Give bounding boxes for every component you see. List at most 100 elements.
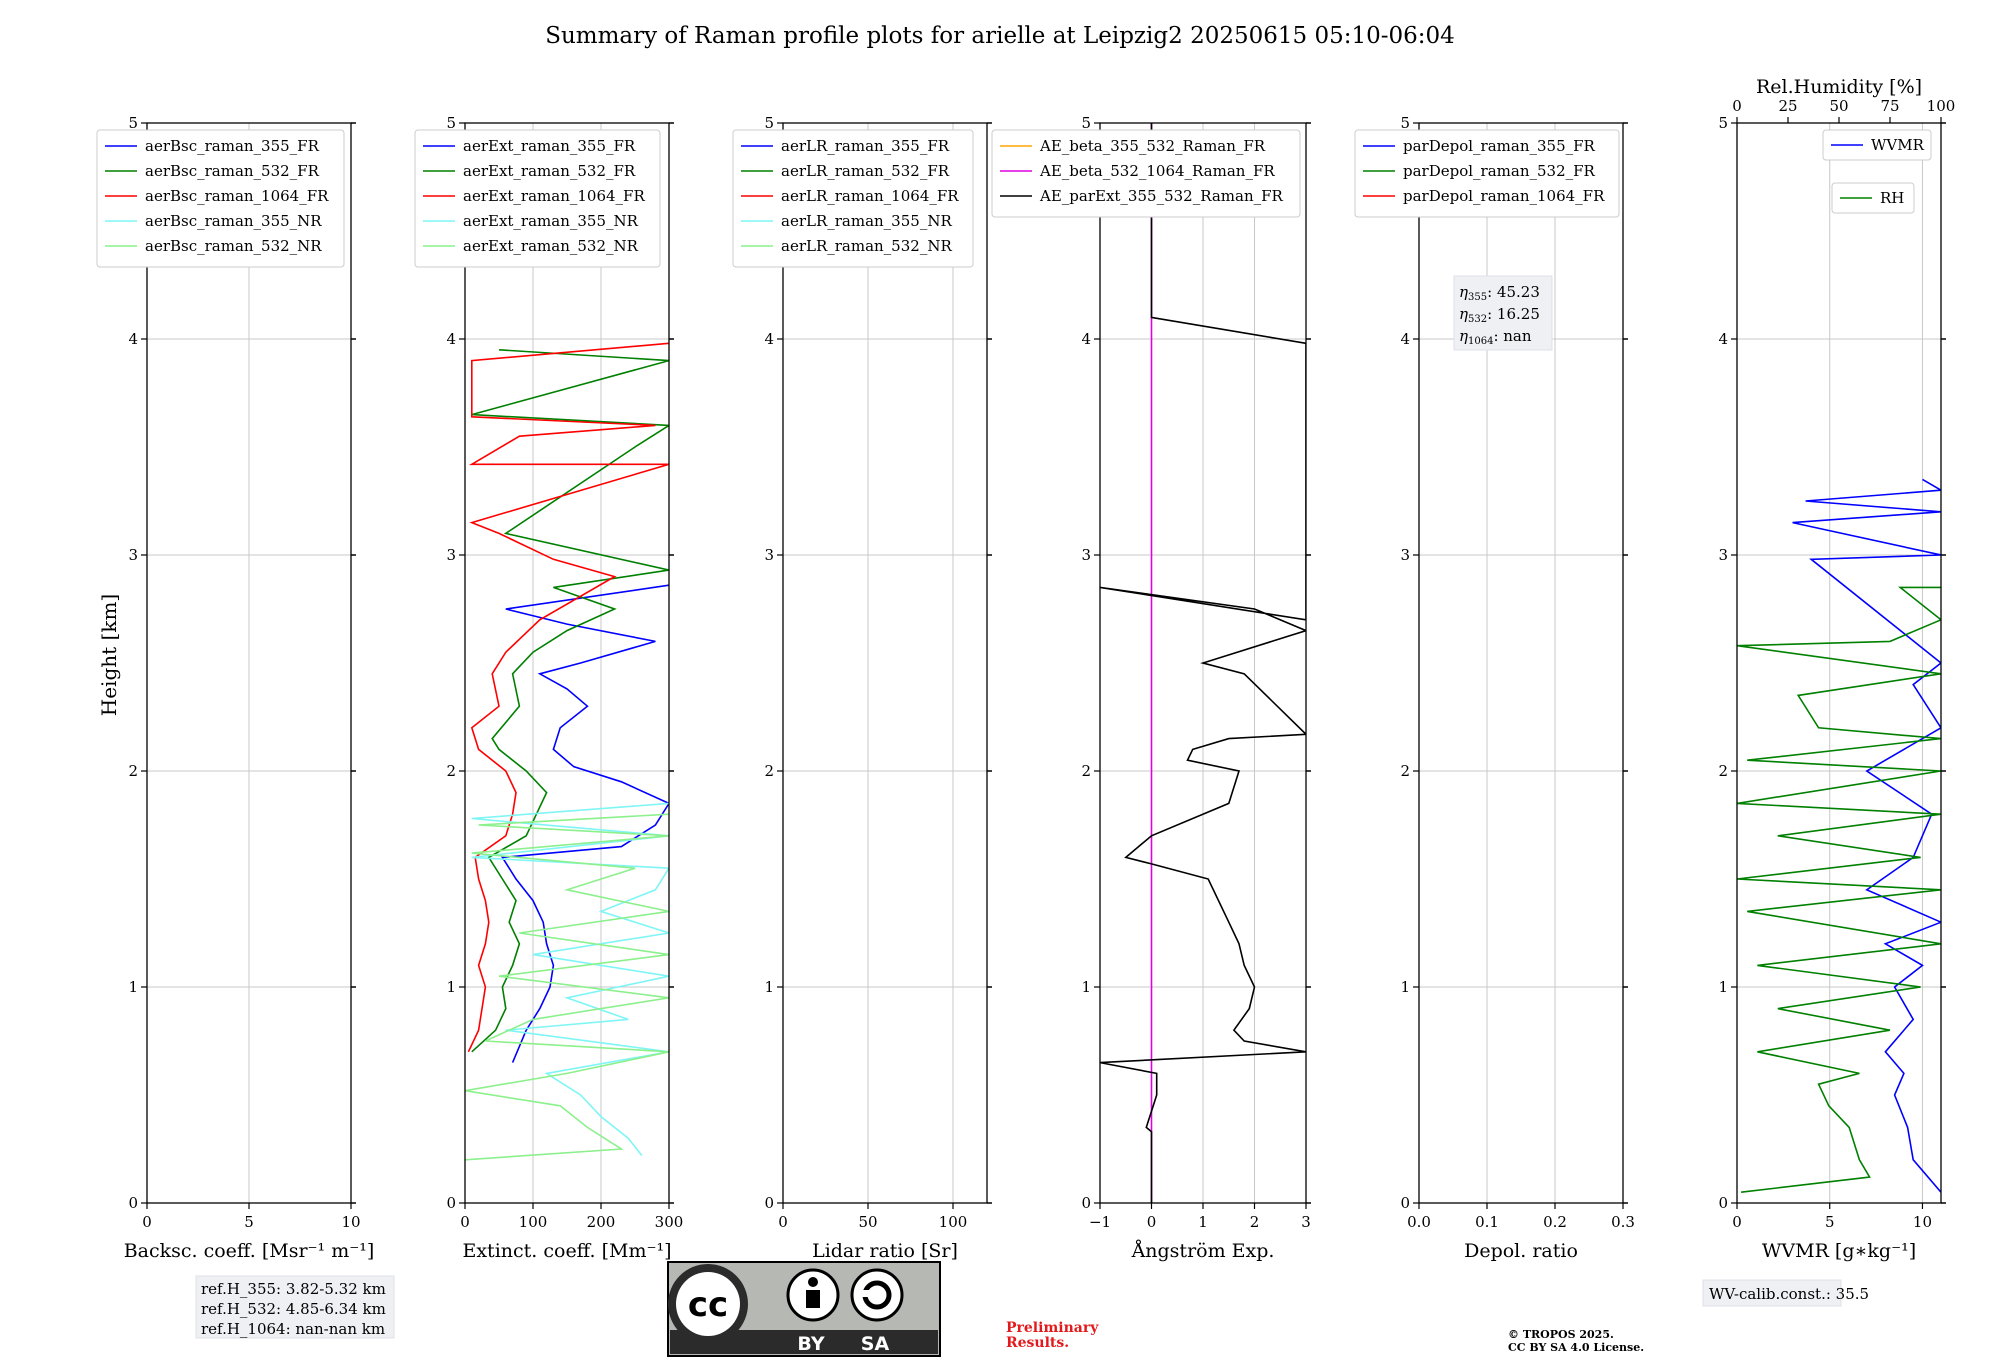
x-tick-label: 5 bbox=[1825, 1213, 1835, 1231]
x-tick-label: 0 bbox=[142, 1213, 152, 1231]
legend-label: aerBsc_raman_532_FR bbox=[145, 162, 320, 180]
preliminary-note-line1: Preliminary bbox=[1006, 1320, 1099, 1336]
x-tick-label: 0.1 bbox=[1475, 1213, 1499, 1231]
legend-label: aerBsc_raman_1064_FR bbox=[145, 187, 329, 205]
legend-label: aerExt_raman_532_NR bbox=[463, 237, 639, 255]
x-tick-label: 100 bbox=[939, 1213, 968, 1231]
y-tick-label: 4 bbox=[1718, 330, 1728, 348]
x-axis-label: Depol. ratio bbox=[1464, 1240, 1578, 1262]
x-tick-label: 0.2 bbox=[1543, 1213, 1567, 1231]
x-tick-label: 300 bbox=[655, 1213, 684, 1231]
x-tick-label: 100 bbox=[519, 1213, 548, 1231]
x-axis-label: Lidar ratio [Sr] bbox=[812, 1240, 958, 1262]
eta-box bbox=[1453, 275, 1553, 351]
legend-box bbox=[414, 129, 661, 268]
y-tick-label: 1 bbox=[764, 978, 774, 996]
legend-box bbox=[1354, 129, 1620, 218]
cc-sa-label: SA bbox=[861, 1333, 890, 1355]
x-tick-label: 50 bbox=[858, 1213, 877, 1231]
y-tick-label: 2 bbox=[1081, 762, 1091, 780]
legend-label: parDepol_raman_355_FR bbox=[1403, 137, 1596, 155]
y-tick-label: 3 bbox=[1718, 546, 1728, 564]
axes-frame bbox=[1099, 122, 1307, 1204]
y-tick-label: 0 bbox=[1081, 1194, 1091, 1212]
legend-label: AE_parExt_355_532_Raman_FR bbox=[1039, 187, 1284, 205]
x-tick-label: 0.0 bbox=[1407, 1213, 1431, 1231]
legend: aerBsc_raman_355_FR aerBsc_raman_532_FRae… bbox=[96, 129, 345, 268]
preliminary-note-line2: Results. bbox=[1006, 1335, 1069, 1351]
x-tick-label: 0 bbox=[778, 1213, 788, 1231]
x2-tick-label: 0 bbox=[1732, 97, 1742, 115]
legend-label: aerExt_raman_355_NR bbox=[463, 212, 639, 230]
legend-label: aerExt_raman_532_FR bbox=[463, 162, 636, 180]
y-tick-label: 4 bbox=[1081, 330, 1091, 348]
y-tick-label: 1 bbox=[1400, 978, 1410, 996]
wv-calib-box: WV-calib.const.: 35.5 bbox=[1702, 1279, 1869, 1307]
y-tick-label: 1 bbox=[1081, 978, 1091, 996]
eta-532: η532: 16.25 bbox=[1459, 305, 1540, 325]
x-axis-label: Extinct. coeff. [Mm⁻¹] bbox=[462, 1240, 671, 1262]
panel-ext: 0 100 200 300 0 1 2 3 4 5 Extinct. coeff. [Mm⁻¹] ae… bbox=[414, 114, 684, 1262]
x-axis-label: WVMR [g∗kg⁻¹] bbox=[1762, 1240, 1916, 1262]
y-tick-label: 3 bbox=[1400, 546, 1410, 564]
legend-WVMR: WVMR bbox=[1822, 129, 1932, 161]
legend-label: AE_beta_532_1064_Raman_FR bbox=[1039, 162, 1275, 180]
x2-tick-label: 100 bbox=[1927, 97, 1956, 115]
y-axis-label: Height [km] bbox=[97, 594, 121, 716]
eta-355: η355: 45.23 bbox=[1459, 283, 1540, 303]
copyright-line2: CC BY SA 4.0 License. bbox=[1508, 1341, 1644, 1354]
series-line-aerExt_raman_355_NR bbox=[471, 802, 669, 1156]
x2-axis-label: Rel.Humidity [%] bbox=[1756, 76, 1922, 98]
y-tick-label: 2 bbox=[128, 762, 138, 780]
series-line-WVMR bbox=[1792, 478, 1941, 1193]
x-tick-label: 200 bbox=[587, 1213, 616, 1231]
y-tick-label: 2 bbox=[446, 762, 456, 780]
x-axis-label: Ångström Exp. bbox=[1131, 1240, 1275, 1262]
x-tick-label: 1 bbox=[1198, 1213, 1208, 1231]
series-line-RH bbox=[1737, 586, 1941, 1193]
y-tick-label: 5 bbox=[764, 114, 774, 132]
legend-label: aerLR_raman_1064_FR bbox=[781, 187, 959, 205]
legend-label: parDepol_raman_1064_FR bbox=[1403, 187, 1605, 205]
svg-text:cc: cc bbox=[688, 1285, 728, 1325]
copyright-line1: © TROPOS 2025. bbox=[1508, 1328, 1614, 1341]
y-tick-label: 2 bbox=[764, 762, 774, 780]
axes-frame bbox=[782, 122, 988, 1204]
y-tick-label: 1 bbox=[446, 978, 456, 996]
y-tick-label: 2 bbox=[1400, 762, 1410, 780]
x-tick-label: 0 bbox=[460, 1213, 470, 1231]
ref-height-1064: ref.H_1064: nan-nan km bbox=[201, 1320, 385, 1338]
y-tick-label: 3 bbox=[1081, 546, 1091, 564]
y-tick-label: 4 bbox=[128, 330, 138, 348]
y-tick-label: 5 bbox=[1718, 114, 1728, 132]
y-tick-label: 3 bbox=[128, 546, 138, 564]
axes-frame bbox=[464, 122, 670, 1204]
legend-label: aerLR_raman_355_FR bbox=[781, 137, 950, 155]
legend: AE_beta_355_532_Raman_FR AE_beta_532_1064… bbox=[991, 129, 1301, 218]
legend: aerExt_raman_355_FR aerExt_raman_532_FRae… bbox=[414, 129, 661, 268]
x-tick-label: 0 bbox=[1147, 1213, 1157, 1231]
y-tick-label: 4 bbox=[1400, 330, 1410, 348]
legend-label: parDepol_raman_532_FR bbox=[1403, 162, 1596, 180]
series-line-aerExt_raman_1064_FR bbox=[467, 342, 669, 1053]
y-tick-label: 4 bbox=[446, 330, 456, 348]
legend-label: aerExt_raman_355_FR bbox=[463, 137, 636, 155]
legend-label: aerExt_raman_1064_FR bbox=[463, 187, 645, 205]
y-tick-label: 0 bbox=[1400, 1194, 1410, 1212]
y-tick-label: 5 bbox=[446, 114, 456, 132]
axes-frame bbox=[146, 122, 352, 1204]
sa-share-icon bbox=[850, 1268, 904, 1322]
x-tick-label: 0.3 bbox=[1611, 1213, 1635, 1231]
x-tick-label: 0 bbox=[1732, 1213, 1742, 1231]
ref-height-355: ref.H_355: 3.82-5.32 km bbox=[201, 1280, 386, 1298]
series-line-AE_parExt_355_532_Raman_FR bbox=[1100, 123, 1306, 1203]
x-axis-label: Backsc. coeff. [Msr⁻¹ m⁻¹] bbox=[124, 1240, 375, 1262]
y-tick-label: 5 bbox=[1081, 114, 1091, 132]
legend-box bbox=[991, 129, 1301, 218]
legend-label: aerBsc_raman_355_FR bbox=[145, 137, 320, 155]
series-line-aerExt_raman_355_FR bbox=[501, 584, 669, 1063]
series-line-aerExt_raman_532_NR bbox=[465, 813, 669, 1161]
